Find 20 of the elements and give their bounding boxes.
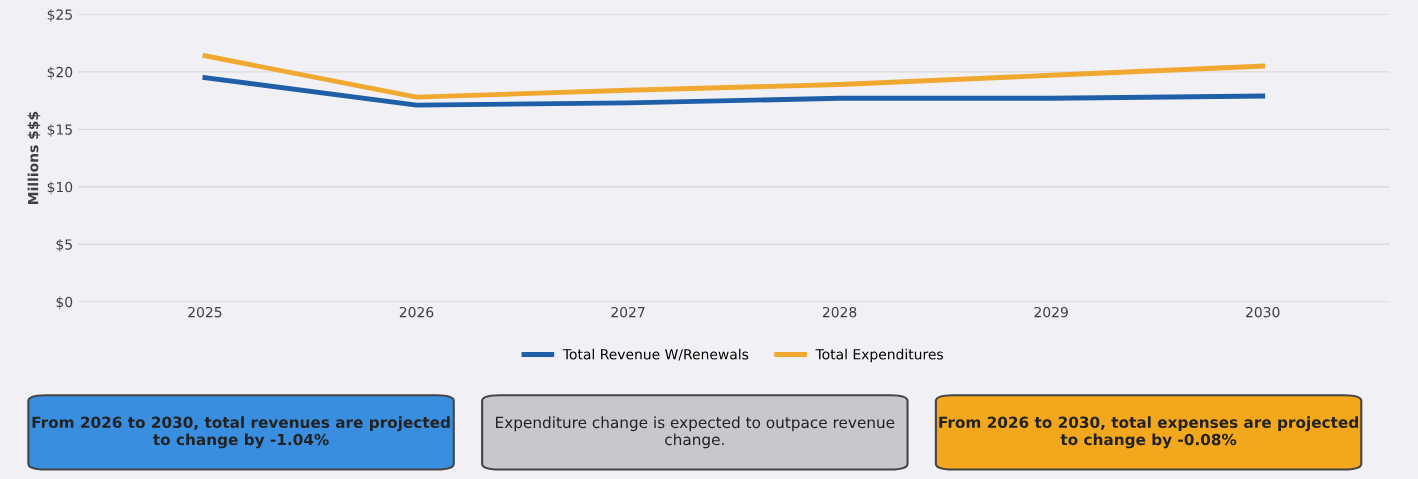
y-tick-label: $20 bbox=[47, 66, 73, 80]
y-tick-label: $5 bbox=[56, 239, 72, 252]
y-tick-label: $15 bbox=[47, 124, 72, 137]
x-tick-label: 2025 bbox=[188, 306, 222, 318]
text: Expenditure change is expected to outpace revenue change. bbox=[496, 416, 895, 449]
x-tick-label: 2028 bbox=[822, 306, 857, 318]
legend-label: Total Expenditures bbox=[815, 348, 943, 363]
y-tick-label: $25 bbox=[47, 9, 72, 22]
legend-label: Total Revenue W/Renewals bbox=[562, 348, 749, 361]
x-tick-label: 2029 bbox=[1034, 306, 1068, 318]
x-tick-label: 2030 bbox=[1246, 306, 1280, 318]
y-tick-label: $0 bbox=[56, 296, 73, 310]
y-axis-title: Millions $$$ bbox=[27, 111, 41, 204]
text: From 2026 to 2030, total expenses are projected to change by -0.08% bbox=[939, 416, 1358, 449]
text: From 2026 to 2030, total revenues are projected to change by -1.04% bbox=[32, 416, 450, 449]
x-tick-label: 2027 bbox=[611, 306, 645, 318]
line-series bbox=[202, 53, 1266, 100]
line-series bbox=[202, 75, 1266, 108]
y-tick-label: $10 bbox=[47, 181, 73, 195]
x-tick-label: 2026 bbox=[399, 306, 434, 318]
